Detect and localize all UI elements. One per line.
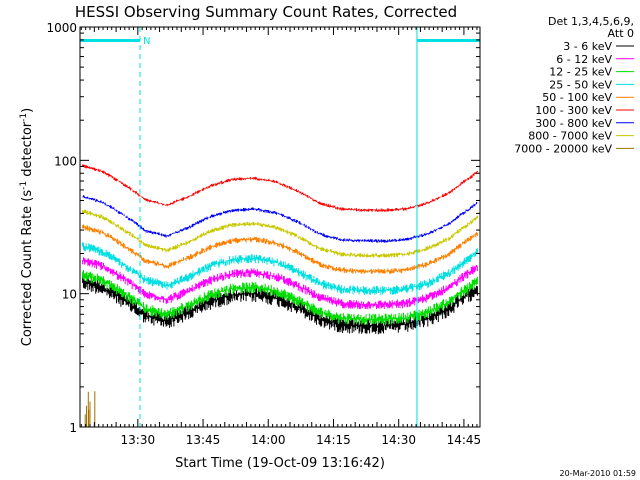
x-axis: 13:30 13:45 14:00 14:15 14:30 14:45: [80, 27, 482, 447]
flag-bar-0: [80, 39, 140, 42]
x-tick-label-1: 13:45: [186, 433, 221, 447]
series-50-100: [82, 224, 478, 274]
legend-label-100-300: 100 - 300 keV: [535, 104, 612, 117]
x-tick-label-5: 14:45: [447, 433, 482, 447]
legend-label-12-25: 12 - 25 keV: [549, 66, 612, 79]
x-tick-label-4: 14:30: [381, 433, 416, 447]
series-25-50: [82, 242, 478, 296]
legend-label-3-6: 3 - 6 keV: [563, 40, 612, 53]
y-axis-label-part-1: Corrected Count Rate (s: [20, 190, 35, 347]
series-800-7000: [82, 209, 478, 258]
legend-label-300-800: 300 - 800 keV: [535, 117, 612, 130]
y-axis-label-sup-2: -1: [19, 113, 29, 122]
x-tick-label-3: 14:15: [316, 433, 351, 447]
series-7000-20000: [84, 391, 96, 427]
flag-label: N: [143, 36, 150, 47]
plot-frame: [79, 26, 481, 428]
flag-bar-1: [416, 39, 480, 42]
y-axis-label: Corrected Count Rate (s-1 detector-1): [19, 108, 35, 346]
y-axis-label-sup-1: -1: [19, 181, 29, 190]
y-tick-label-3: 1000: [46, 21, 77, 35]
y-axis-label-part-2: detector: [20, 121, 35, 181]
series-6-12: [82, 257, 478, 310]
x-tick-label-2: 14:00: [251, 433, 286, 447]
x-tick-label-0: 13:30: [121, 433, 156, 447]
legend-label-6-12: 6 - 12 keV: [556, 53, 612, 66]
legend-label-800-7000: 800 - 7000 keV: [528, 130, 612, 143]
y-axis: 1 10 100 1000: [46, 21, 480, 435]
timestamp: 20-Mar-2010 01:59: [560, 469, 637, 478]
legend-header-1: Det 1,3,4,5,6,9,: [548, 15, 634, 28]
legend-label-25-50: 25 - 50 keV: [549, 78, 612, 91]
x-axis-label: Start Time (19-Oct-09 13:16:42): [175, 456, 385, 471]
legend-label-7000-20000: 7000 - 20000 keV: [514, 142, 612, 155]
series-300-800: [82, 195, 478, 243]
chart-title: HESSI Observing Summary Count Rates, Cor…: [75, 3, 457, 21]
y-tick-label-0: 1: [69, 421, 77, 435]
y-tick-label-2: 100: [54, 154, 77, 168]
annotation-layer: N: [79, 27, 481, 427]
legend-label-50-100: 50 - 100 keV: [542, 91, 612, 104]
series-12-25: [82, 269, 478, 325]
legend-header-2: Att 0: [608, 27, 634, 40]
series-layer: [82, 164, 478, 427]
series-100-300: [82, 164, 478, 212]
y-axis-label-part-3: ): [20, 108, 35, 113]
y-tick-label-1: 10: [62, 288, 77, 302]
